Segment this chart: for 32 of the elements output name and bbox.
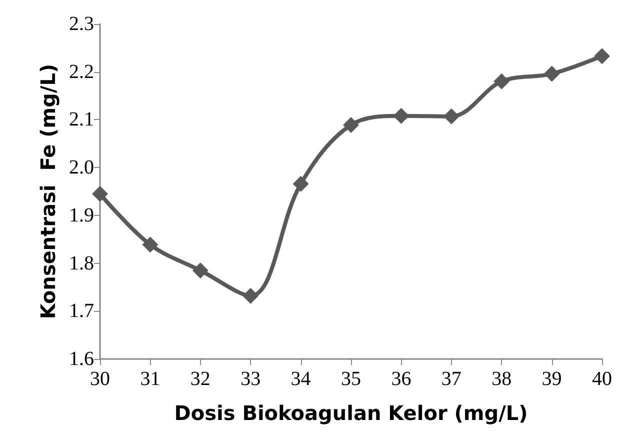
y-tick-label: 2.2 [69, 60, 94, 83]
x-tick-label: 32 [190, 368, 210, 390]
point [393, 108, 410, 124]
y-tick-label: 2.1 [69, 108, 94, 131]
x-tick-label: 36 [391, 368, 412, 390]
point [544, 66, 560, 82]
y-tick-label: 1.9 [69, 204, 94, 226]
x-tick-label: 33 [240, 368, 261, 390]
x-tick-label: 34 [290, 368, 311, 390]
x-tick-label: 40 [592, 368, 612, 390]
x-tick-label: 37 [441, 368, 462, 390]
y-tick-label: 1.7 [69, 300, 94, 322]
point [292, 176, 309, 192]
x-tick-label: 31 [140, 368, 160, 390]
y-tick-label: 1.6 [69, 348, 94, 370]
point [242, 288, 259, 304]
y-tick-label: 1.8 [69, 252, 94, 274]
point [142, 236, 158, 253]
x-tick-label: 39 [542, 368, 562, 390]
point [443, 108, 460, 124]
point [192, 262, 208, 278]
y-tick-label: 2.3 [69, 13, 94, 35]
point [594, 48, 610, 64]
point [343, 116, 359, 133]
point [494, 73, 510, 90]
x-tick-label: 38 [492, 368, 512, 390]
y-axis-title: Konsentrasi Fe (mg/L) [36, 64, 60, 320]
y-tick-label: 2.0 [69, 156, 94, 179]
x-tick-label: 35 [341, 368, 361, 390]
point [92, 186, 108, 202]
x-tick-label: 30 [90, 368, 110, 390]
x-axis-title: Dosis Biokoagulan Kelor (mg/L) [174, 401, 528, 425]
